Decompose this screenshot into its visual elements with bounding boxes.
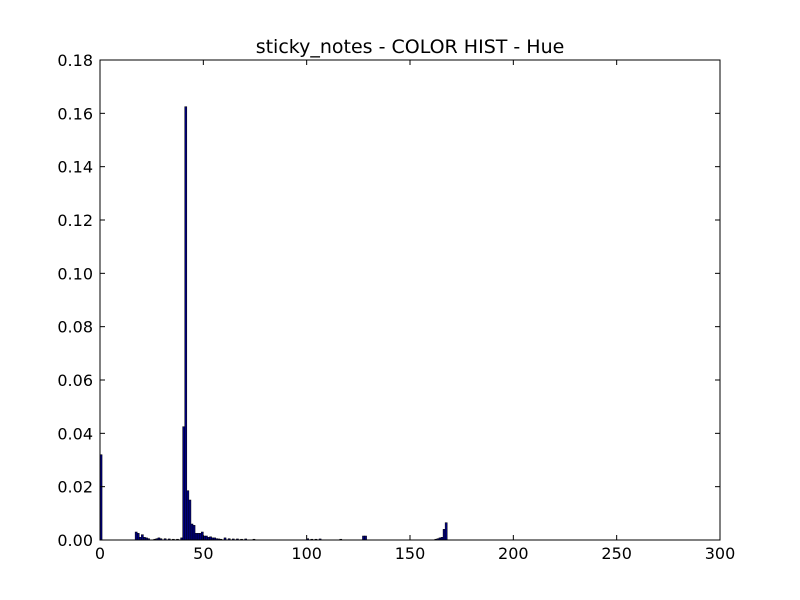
y-tick-label: 0.18 bbox=[57, 51, 93, 70]
y-tick-label: 0.16 bbox=[57, 104, 93, 123]
histogram-bar bbox=[205, 535, 208, 541]
x-tick-label: 300 bbox=[705, 544, 736, 563]
chart-title: sticky_notes - COLOR HIST - Hue bbox=[256, 36, 565, 58]
histogram-bar bbox=[136, 533, 140, 541]
histogram-bar bbox=[194, 533, 198, 541]
y-tick-label: 0.00 bbox=[57, 531, 93, 550]
histogram-bar bbox=[364, 535, 367, 541]
x-tick-label: 100 bbox=[291, 544, 322, 563]
y-tick-label: 0.12 bbox=[57, 211, 93, 230]
y-tick-label: 0.04 bbox=[57, 424, 93, 443]
ticks-layer bbox=[99, 59, 721, 541]
bars-layer bbox=[99, 106, 448, 541]
histogram-bar bbox=[190, 523, 194, 541]
tick-labels-layer: 0 50 100 150 200 250 300 0.00 0.02 0.04 0.06 0.08 0.… bbox=[57, 51, 735, 563]
y-tick-label: 0.06 bbox=[57, 371, 93, 390]
y-tick-label: 0.02 bbox=[57, 478, 93, 497]
x-tick-label: 250 bbox=[601, 544, 632, 563]
histogram-bar bbox=[192, 525, 196, 541]
x-tick-label: 150 bbox=[395, 544, 426, 563]
histogram-bar bbox=[182, 426, 185, 541]
y-tick-label: 0.10 bbox=[57, 264, 93, 283]
histogram-bar bbox=[134, 531, 138, 541]
y-tick-label: 0.14 bbox=[57, 158, 93, 177]
histogram-bar bbox=[442, 529, 446, 541]
x-tick-label: 0 bbox=[95, 544, 105, 563]
histogram-bar bbox=[186, 490, 190, 541]
histogram-bar bbox=[184, 106, 188, 541]
x-tick-label: 200 bbox=[498, 544, 529, 563]
histogram-bar bbox=[362, 535, 365, 541]
histogram-bar bbox=[188, 499, 192, 541]
histogram-bar bbox=[444, 522, 448, 541]
histogram-bar bbox=[198, 533, 202, 541]
histogram-bar bbox=[196, 533, 200, 541]
histogram-bar bbox=[141, 534, 144, 541]
x-tick-label: 50 bbox=[193, 544, 213, 563]
y-tick-label: 0.08 bbox=[57, 318, 93, 337]
